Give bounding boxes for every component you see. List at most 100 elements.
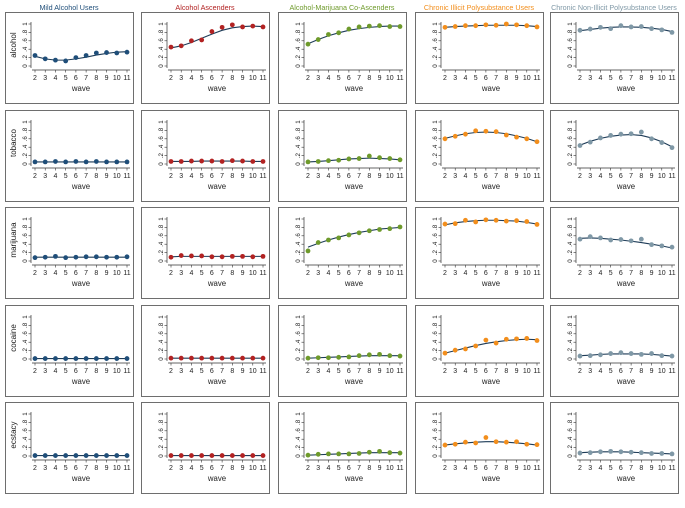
y-tick-label: 0 <box>158 162 165 166</box>
x-tick-label: 5 <box>337 75 341 82</box>
x-tick-label: 7 <box>357 368 361 375</box>
x-tick-label: 2 <box>33 465 37 472</box>
y-tick-label: 1 <box>567 412 574 416</box>
x-tick-label: 3 <box>588 173 592 180</box>
y-tick-label: 1 <box>567 22 574 26</box>
x-tick-label: 8 <box>504 173 508 180</box>
y-tick-label: .4 <box>432 46 439 52</box>
x-tick-label: 10 <box>523 173 531 180</box>
y-tick-label: .6 <box>432 136 439 142</box>
x-tick-label: 11 <box>396 368 403 375</box>
data-point-ecstacy-2-wave-7 <box>357 451 362 456</box>
y-tick-label: .4 <box>432 339 439 345</box>
y-tick-label: .2 <box>432 249 439 255</box>
y-tick-label: .4 <box>158 339 165 345</box>
data-point-cocaine-2-wave-4 <box>326 355 331 360</box>
x-tick-label: 6 <box>347 368 351 375</box>
x-tick-label: 7 <box>494 368 498 375</box>
data-point-alcohol-0-wave-5 <box>63 59 68 64</box>
x-tick-label: 8 <box>230 270 234 277</box>
x-tick-label: 8 <box>639 368 643 375</box>
data-point-marijuana-0-wave-2 <box>33 255 38 260</box>
y-tick-label: .8 <box>158 127 165 133</box>
data-point-tobacco-4-wave-8 <box>639 130 644 135</box>
y-tick-label: 0 <box>432 454 439 458</box>
row-label-tobacco: tobacco <box>9 128 18 157</box>
data-point-tobacco-2-wave-2 <box>306 160 311 165</box>
data-point-ecstacy-0-wave-5 <box>63 453 68 458</box>
x-tick-label: 2 <box>33 270 37 277</box>
y-tick-label: .6 <box>295 38 302 44</box>
x-tick-label: 11 <box>533 368 540 375</box>
y-tick-label: 1 <box>158 120 165 124</box>
x-tick-label: 8 <box>230 465 234 472</box>
data-point-alcohol-3-wave-2 <box>443 25 448 30</box>
panel-title-mild-alcohol-users: Mild Alcohol Users <box>39 3 99 12</box>
y-tick-label: .8 <box>432 224 439 230</box>
x-tick-label: 2 <box>306 270 310 277</box>
x-tick-label: 6 <box>74 75 78 82</box>
data-point-cocaine-3-wave-6 <box>483 338 488 343</box>
data-point-ecstacy-4-wave-7 <box>629 450 634 455</box>
y-tick-label: .8 <box>22 419 29 425</box>
x-tick-label: 4 <box>598 270 602 277</box>
data-point-tobacco-0-wave-8 <box>94 159 99 164</box>
data-point-cocaine-0-wave-2 <box>33 356 38 361</box>
x-tick-label: 4 <box>189 465 193 472</box>
row-label-marijuana: marijuana <box>9 222 18 258</box>
data-point-cocaine-0-wave-5 <box>63 356 68 361</box>
x-tick-label: 5 <box>200 465 204 472</box>
x-axis-title: wave <box>616 84 635 93</box>
data-point-marijuana-2-wave-4 <box>326 238 331 243</box>
y-tick-label: .4 <box>22 144 29 150</box>
data-point-marijuana-1-wave-9 <box>240 254 245 259</box>
data-point-cocaine-0-wave-6 <box>73 356 78 361</box>
y-tick-label: 0 <box>432 64 439 68</box>
y-tick-label: .8 <box>432 29 439 35</box>
data-point-ecstacy-2-wave-10 <box>387 450 392 455</box>
data-point-marijuana-2-wave-9 <box>377 227 382 232</box>
x-tick-label: 4 <box>189 368 193 375</box>
y-tick-label: .6 <box>158 136 165 142</box>
data-point-cocaine-0-wave-3 <box>43 356 48 361</box>
data-point-cocaine-3-wave-11 <box>535 338 540 343</box>
data-point-tobacco-0-wave-5 <box>63 160 68 165</box>
y-tick-label: .8 <box>295 127 302 133</box>
data-point-alcohol-1-wave-6 <box>209 29 214 34</box>
data-point-marijuana-3-wave-5 <box>473 220 478 225</box>
data-point-tobacco-3-wave-10 <box>524 136 529 141</box>
x-tick-label: 8 <box>504 465 508 472</box>
data-point-alcohol-1-wave-8 <box>230 22 235 27</box>
x-tick-label: 5 <box>474 270 478 277</box>
data-point-alcohol-2-wave-2 <box>306 42 311 47</box>
x-tick-label: 3 <box>588 368 592 375</box>
x-tick-label: 2 <box>169 465 173 472</box>
y-tick-label: .4 <box>158 46 165 52</box>
data-point-alcohol-2-wave-11 <box>398 24 403 29</box>
data-point-alcohol-1-wave-2 <box>169 45 174 50</box>
y-tick-label: 1 <box>22 22 29 26</box>
data-point-tobacco-0-wave-6 <box>73 159 78 164</box>
x-tick-label: 11 <box>123 75 130 82</box>
y-tick-label: 0 <box>22 454 29 458</box>
x-tick-label: 11 <box>123 368 130 375</box>
data-point-alcohol-1-wave-3 <box>179 43 184 48</box>
y-tick-label: .2 <box>22 54 29 60</box>
y-tick-label: .2 <box>158 249 165 255</box>
x-tick-label: 3 <box>453 465 457 472</box>
x-tick-label: 2 <box>306 75 310 82</box>
x-tick-label: 6 <box>347 270 351 277</box>
x-tick-label: 6 <box>484 173 488 180</box>
y-tick-label: 1 <box>295 22 302 26</box>
x-axis-title: wave <box>481 377 500 386</box>
data-point-alcohol-2-wave-7 <box>357 25 362 30</box>
x-tick-label: 3 <box>316 368 320 375</box>
x-tick-label: 6 <box>210 173 214 180</box>
x-axis-title: wave <box>207 84 226 93</box>
y-tick-label: .8 <box>158 322 165 328</box>
x-tick-label: 3 <box>316 75 320 82</box>
x-tick-label: 11 <box>533 75 540 82</box>
y-tick-label: .2 <box>158 152 165 158</box>
x-tick-label: 6 <box>484 75 488 82</box>
data-point-alcohol-2-wave-10 <box>387 24 392 29</box>
